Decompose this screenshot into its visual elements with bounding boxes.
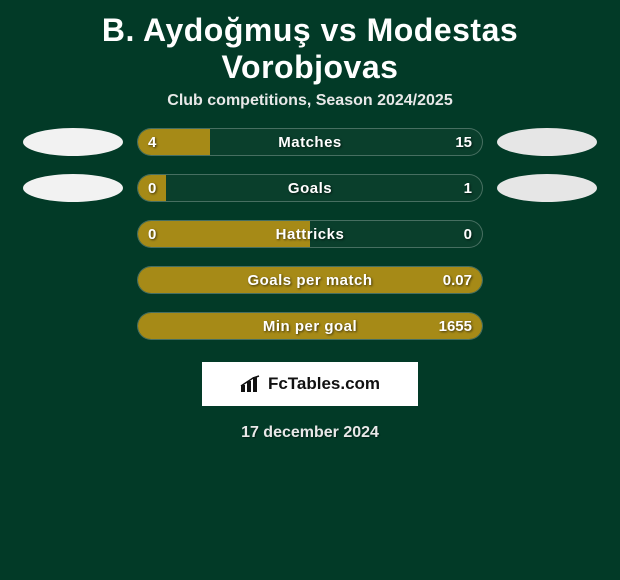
stat-right-value: 15 <box>455 129 472 155</box>
avatar-spacer <box>23 266 123 294</box>
date-text: 17 december 2024 <box>0 424 620 442</box>
stats-rows: 4Matches150Goals10Hattricks0Goals per ma… <box>0 128 620 340</box>
stat-label: Goals <box>138 175 482 201</box>
player-avatar-right <box>497 128 597 156</box>
stat-label: Min per goal <box>138 313 482 339</box>
stat-row: 0Goals1 <box>8 174 612 202</box>
player-avatar-left <box>23 174 123 202</box>
stat-right-value: 1655 <box>439 313 472 339</box>
stat-row: Min per goal1655 <box>8 312 612 340</box>
stat-label: Hattricks <box>138 221 482 247</box>
avatar-spacer <box>23 312 123 340</box>
stat-bar: Goals per match0.07 <box>137 266 483 294</box>
stat-row: 4Matches15 <box>8 128 612 156</box>
stat-label: Goals per match <box>138 267 482 293</box>
stat-right-value: 0.07 <box>443 267 472 293</box>
player-avatar-right <box>497 174 597 202</box>
bars-icon <box>240 375 262 393</box>
stat-row: Goals per match0.07 <box>8 266 612 294</box>
avatar-spacer <box>497 312 597 340</box>
stat-right-value: 0 <box>464 221 472 247</box>
stat-label: Matches <box>138 129 482 155</box>
stat-right-value: 1 <box>464 175 472 201</box>
branding-text: FcTables.com <box>268 374 380 394</box>
stat-bar: Min per goal1655 <box>137 312 483 340</box>
stat-row: 0Hattricks0 <box>8 220 612 248</box>
avatar-spacer <box>23 220 123 248</box>
branding-badge: FcTables.com <box>202 362 418 406</box>
stat-bar: 4Matches15 <box>137 128 483 156</box>
subtitle: Club competitions, Season 2024/2025 <box>0 92 620 128</box>
page-title: B. Aydoğmuş vs Modestas Vorobjovas <box>0 8 620 92</box>
stat-bar: 0Goals1 <box>137 174 483 202</box>
avatar-spacer <box>497 266 597 294</box>
stat-bar: 0Hattricks0 <box>137 220 483 248</box>
player-avatar-left <box>23 128 123 156</box>
comparison-card: B. Aydoğmuş vs Modestas Vorobjovas Club … <box>0 0 620 442</box>
avatar-spacer <box>497 220 597 248</box>
